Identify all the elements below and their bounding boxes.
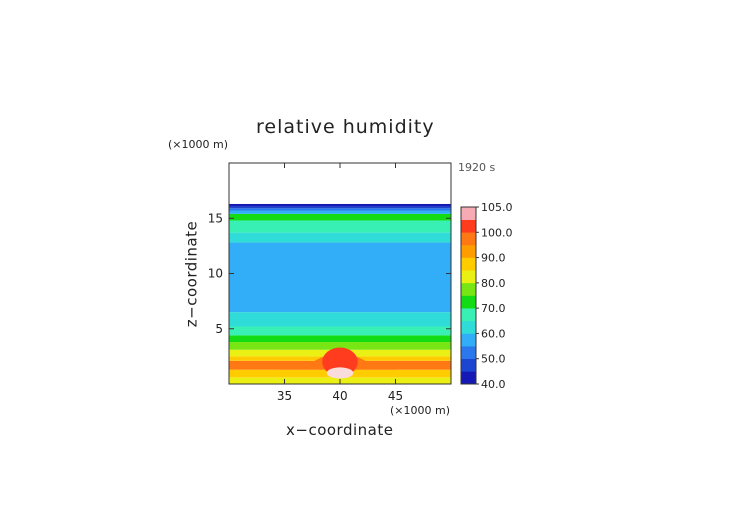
colorbar-frame bbox=[460, 206, 477, 385]
no-data-region bbox=[229, 163, 451, 204]
x-axis-unit: (×1000 m) bbox=[390, 404, 451, 417]
x-axis-label: x−coordinate bbox=[286, 421, 394, 439]
chart-title: relative humidity bbox=[256, 116, 435, 138]
humidity-band-15 bbox=[229, 206, 451, 209]
x-tick-label-45: 45 bbox=[388, 389, 403, 403]
humidity-band-11 bbox=[229, 220, 451, 233]
colorbar-bin-13 bbox=[461, 207, 476, 220]
saturation-ellipse-2 bbox=[326, 367, 354, 379]
colorbar-bin-8 bbox=[461, 270, 476, 284]
colorbar-bin-6 bbox=[461, 295, 476, 309]
colorbar-label-4: 80.0 bbox=[481, 277, 506, 290]
colorbar-bin-11 bbox=[461, 232, 476, 246]
colorbar-label-2: 60.0 bbox=[481, 327, 506, 340]
colorbar-bin-9 bbox=[461, 257, 476, 271]
humidity-band-5 bbox=[229, 342, 451, 350]
humidity-band-6 bbox=[229, 335, 451, 343]
colorbar-bin-0 bbox=[461, 371, 476, 385]
colorbar-label-5: 90.0 bbox=[481, 252, 506, 265]
humidity-band-7 bbox=[229, 326, 451, 336]
y-tick-label-5: 5 bbox=[215, 322, 223, 336]
colorbar-bin-7 bbox=[461, 282, 476, 296]
time-label: 1920 s bbox=[458, 161, 496, 174]
humidity-band-10 bbox=[229, 232, 451, 243]
colorbar-bin-5 bbox=[461, 308, 476, 322]
humidity-band-16 bbox=[229, 203, 451, 207]
colorbar-label-3: 70.0 bbox=[481, 302, 506, 315]
humidity-band-13 bbox=[229, 210, 451, 214]
y-axis-unit: (×1000 m) bbox=[168, 138, 229, 151]
colorbar-bin-2 bbox=[461, 346, 476, 360]
colorbar-label-1: 50.0 bbox=[481, 353, 506, 366]
humidity-band-9 bbox=[229, 242, 451, 313]
humidity-band-12 bbox=[229, 213, 451, 221]
colorbar-bin-3 bbox=[461, 333, 476, 347]
y-tick-label-10: 10 bbox=[208, 267, 223, 281]
colorbar-label-7: 105.0 bbox=[481, 201, 513, 214]
x-tick-label-40: 40 bbox=[332, 389, 347, 403]
colorbar-label-6: 100.0 bbox=[481, 226, 513, 239]
colorbar-bin-4 bbox=[461, 320, 476, 334]
colorbar-bin-12 bbox=[461, 219, 476, 233]
humidity-band-8 bbox=[229, 312, 451, 327]
humidity-band-14 bbox=[229, 208, 451, 211]
colorbar-bin-10 bbox=[461, 244, 476, 258]
colorbar-bin-1 bbox=[461, 358, 476, 372]
colorbar-label-0: 40.0 bbox=[481, 378, 506, 391]
x-tick-label-35: 35 bbox=[277, 389, 292, 403]
y-tick-label-15: 15 bbox=[208, 211, 223, 225]
heatmap-field bbox=[229, 163, 451, 384]
